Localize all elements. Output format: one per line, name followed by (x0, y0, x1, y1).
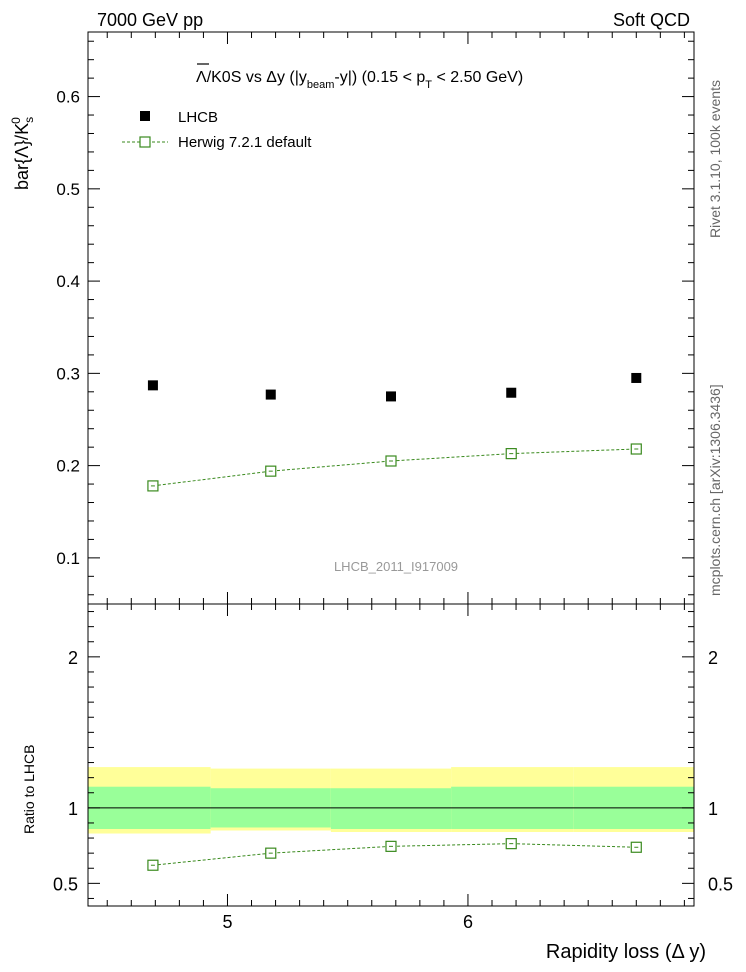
legend-marker-herwig (139, 136, 151, 148)
ratio-ytick-label-left: 1 (68, 799, 78, 819)
plot-title: Λ/K0S vs Δy (|ybeam-y|) (0.15 < pT < 2.5… (196, 69, 523, 91)
legend-label-herwig: Herwig 7.2.1 default (178, 134, 312, 151)
main-ytick-label: 0.4 (56, 272, 80, 291)
ratio-panel: 0.5 0.5 1 1 2 2 5 6 (53, 603, 733, 932)
ratio-herwig-line (152, 843, 637, 866)
ratio-ytick-label-right: 1 (708, 799, 718, 819)
title-part-b: -y|) (0.15 < p (334, 69, 425, 86)
title-lambda: Λ (196, 69, 207, 86)
main-y-axis-title: bar{Λ}/Ks0 (9, 117, 36, 190)
ratio-xtick-label: 6 (463, 912, 473, 932)
lhcb-point (631, 372, 642, 383)
ratio-ytick-label-right: 2 (708, 648, 718, 668)
title-sub-t: T (425, 79, 432, 91)
header-right: Soft QCD (613, 10, 690, 30)
main-ytick-label: 0.3 (56, 364, 80, 383)
ratio-ytick-label-left: 2 (68, 648, 78, 668)
lhcb-point (386, 391, 396, 402)
legend: LHCB Herwig 7.2.1 default (122, 109, 312, 151)
ylabel-sup: 0 (9, 117, 23, 124)
herwig-line (152, 448, 637, 487)
title-part-a: /K0S vs Δy (|y (207, 69, 307, 86)
ratio-ytick-label-left: 0.5 (53, 874, 78, 894)
ratio-xtick-label: 5 (222, 912, 232, 932)
main-ytick-label: 0.5 (56, 180, 80, 199)
main-ytick-label: 0.6 (56, 88, 80, 107)
ratio-frame (87, 603, 695, 907)
lhcb-point (265, 389, 276, 400)
lhcb-point (506, 387, 517, 398)
legend-marker-lhcb (140, 111, 150, 121)
ratio-band-inner (330, 788, 452, 829)
ratio-y-axis-title: Ratio to LHCB (21, 745, 37, 834)
header-left: 7000 GeV pp (97, 10, 203, 30)
svg-text:bar{Λ}/Ks0: bar{Λ}/Ks0 (9, 117, 36, 190)
mcplots-label: mcplots.cern.ch [arXiv:1306.3436] (707, 384, 723, 596)
ratio-ytick-label-right: 0.5 (708, 874, 733, 894)
main-ytick-label: 0.2 (56, 457, 80, 476)
main-panel: 0.1 0.2 0.3 0.4 0.5 0.6 LHCB_2011_I917009 Λ/K… (56, 31, 695, 605)
x-axis-title: Rapidity loss (Δ y) (546, 941, 706, 963)
lhcb-point (147, 380, 158, 391)
ylabel-main: bar{Λ}/K (12, 123, 32, 190)
title-sub-beam: beam (307, 79, 335, 91)
title-part-c: < 2.50 GeV) (432, 69, 523, 86)
legend-label-lhcb: LHCB (178, 109, 218, 126)
ylabel-sub: s (22, 117, 36, 123)
rivet-label: Rivet 3.1.10, 100k events (707, 80, 723, 238)
main-ytick-label: 0.1 (56, 549, 80, 568)
watermark: LHCB_2011_I917009 (334, 559, 458, 574)
